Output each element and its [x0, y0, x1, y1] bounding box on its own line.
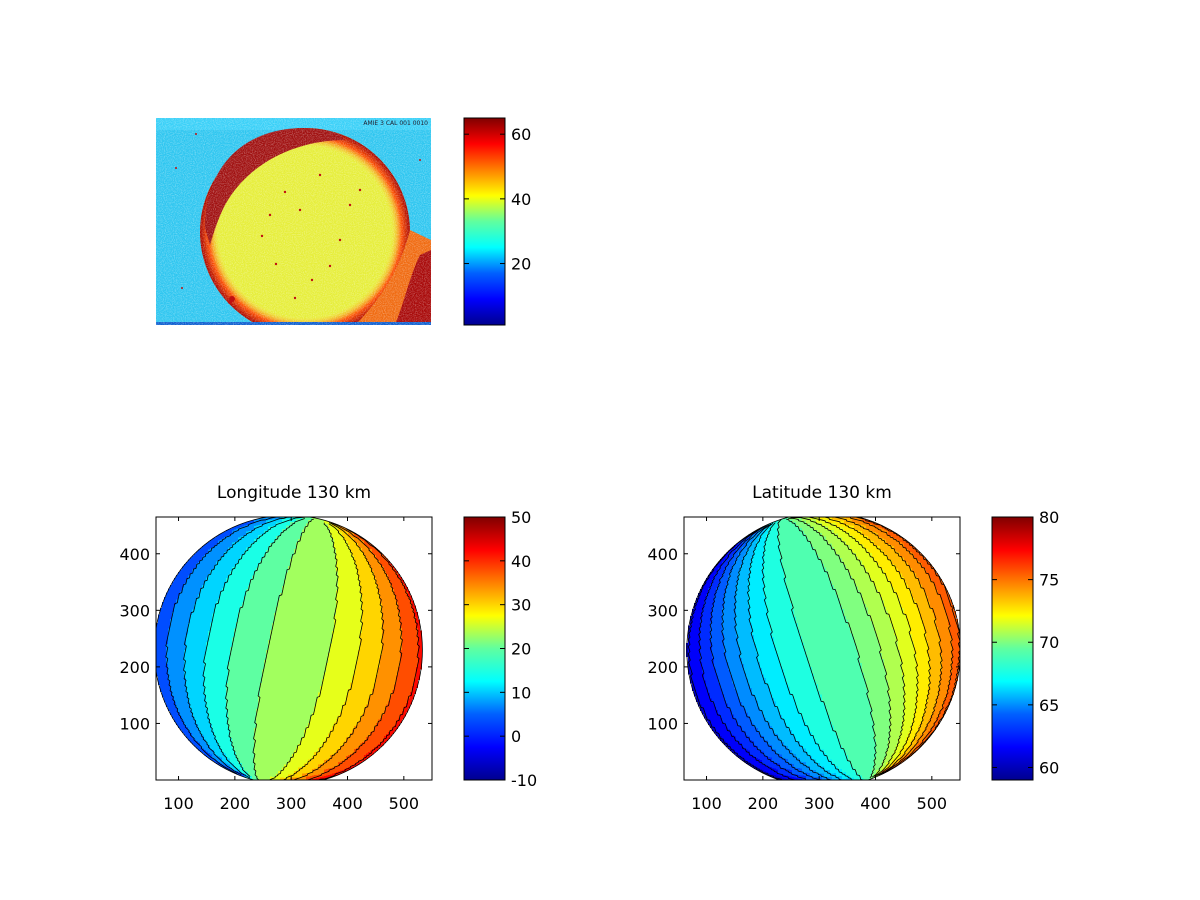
image-noise — [156, 118, 431, 325]
colorbar-tick-label: 75 — [1039, 571, 1059, 590]
y-tick-label: 200 — [647, 658, 678, 677]
longitude-colorbar: 50 40 30 20 10 0 -10 — [463, 508, 537, 790]
longitude-title: Longitude 130 km — [217, 483, 371, 503]
y-tick-label: 100 — [647, 714, 678, 733]
contour-band — [862, 518, 960, 774]
y-tick-label: 300 — [119, 601, 150, 620]
contour-band — [794, 517, 904, 778]
contour-band — [226, 517, 312, 780]
contour-line — [292, 522, 385, 780]
image-watermark: AMIE 3 CAL 001 0010 — [363, 120, 428, 127]
latitude-colorbar: 80 75 70 65 60 — [991, 508, 1059, 781]
colorbar-tick-label: -10 — [511, 771, 537, 790]
y-tick-label: 400 — [647, 545, 678, 564]
contour-band — [166, 517, 280, 778]
contour-line — [792, 517, 919, 777]
contour-line — [202, 517, 306, 779]
disk-outline — [686, 517, 960, 780]
contour-line — [183, 517, 297, 776]
contour-band — [762, 520, 864, 780]
contour-line — [721, 524, 824, 780]
contour-line — [832, 517, 943, 775]
contour-line — [225, 518, 305, 777]
contour-band — [820, 517, 930, 776]
y-tick-label: 100 — [119, 714, 150, 733]
contour-band — [778, 517, 876, 780]
colorbar-tick-label: 70 — [1039, 633, 1059, 652]
y-tick-label: 400 — [119, 545, 150, 564]
longitude-panel: 100 200 300 400 500 100 200 300 400 — [119, 516, 433, 813]
contour-band — [280, 522, 382, 780]
contour-band — [842, 517, 952, 761]
contour-line — [788, 517, 892, 778]
colorbar-tick-label: 60 — [1039, 758, 1059, 777]
x-tick-label: 200 — [748, 794, 779, 813]
colorbar-tick-label: 10 — [511, 683, 531, 702]
contour-line — [687, 525, 783, 780]
colorbar-tick-label: 60 — [511, 125, 531, 144]
x-tick-label: 100 — [163, 794, 194, 813]
x-tick-label: 300 — [276, 794, 307, 813]
contour-line — [165, 517, 282, 775]
contour-band — [156, 520, 254, 777]
contour-band — [736, 524, 858, 780]
contour-line — [306, 522, 403, 780]
y-tick-label: 200 — [119, 658, 150, 677]
contour-band — [688, 543, 802, 780]
contour-band — [710, 529, 822, 780]
contour-band — [204, 517, 302, 780]
contour-line — [709, 525, 808, 780]
x-tick-label: 400 — [860, 794, 891, 813]
contour-line — [761, 522, 855, 780]
contour-band — [184, 517, 292, 779]
x-tick-label: 500 — [917, 794, 948, 813]
contour-line — [786, 518, 877, 779]
longitude-axes-box — [155, 516, 433, 781]
contour-band — [800, 517, 918, 777]
colorbar-tick-label: 80 — [1039, 508, 1059, 527]
colorbar-tick-label: 0 — [511, 727, 521, 746]
contour-line — [747, 522, 844, 780]
contour-line — [252, 518, 314, 780]
contour-line — [269, 522, 339, 780]
contour-band — [290, 526, 402, 780]
disk-outline — [156, 517, 423, 780]
contour-band — [832, 517, 942, 775]
x-tick-label: 400 — [332, 794, 363, 813]
x-tick-label: 100 — [691, 794, 722, 813]
colorbar-tick-label: 30 — [511, 596, 531, 615]
contour-band — [306, 533, 418, 780]
contour-line — [733, 523, 834, 780]
contour-band — [266, 520, 362, 780]
colorbar-tick-label: 65 — [1039, 696, 1059, 715]
contour-band — [788, 517, 890, 779]
image-colorbar: 20 40 60 — [463, 117, 531, 326]
latitude-title: Latitude 130 km — [752, 483, 892, 503]
contour-line — [316, 528, 420, 780]
latitude-axes-box — [683, 516, 961, 781]
contour-band — [748, 523, 860, 780]
latitude-panel: 100 200 300 400 500 100 200 300 400 — [647, 516, 961, 813]
contour-line — [790, 517, 906, 777]
y-tick-label: 300 — [647, 601, 678, 620]
contour-band — [722, 526, 842, 780]
contour-band — [700, 534, 812, 780]
colorbar-tick-label: 20 — [511, 255, 531, 274]
contour-line — [817, 517, 931, 776]
contour-line — [848, 517, 954, 775]
x-tick-label: 300 — [804, 794, 835, 813]
colorbar-tick-label: 40 — [511, 190, 531, 209]
colorbar-tick-label: 40 — [511, 552, 531, 571]
contour-band — [254, 517, 338, 780]
x-tick-label: 200 — [220, 794, 251, 813]
image-speckles — [175, 133, 421, 304]
contour-line — [281, 523, 364, 780]
raw-image-panel: AMIE 3 CAL 001 0010 — [156, 118, 431, 325]
colorbar-tick-label: 50 — [511, 508, 531, 527]
x-tick-label: 500 — [389, 794, 420, 813]
contour-line — [776, 518, 866, 780]
colorbar-tick-label: 20 — [511, 640, 531, 659]
contour-line — [698, 525, 798, 780]
